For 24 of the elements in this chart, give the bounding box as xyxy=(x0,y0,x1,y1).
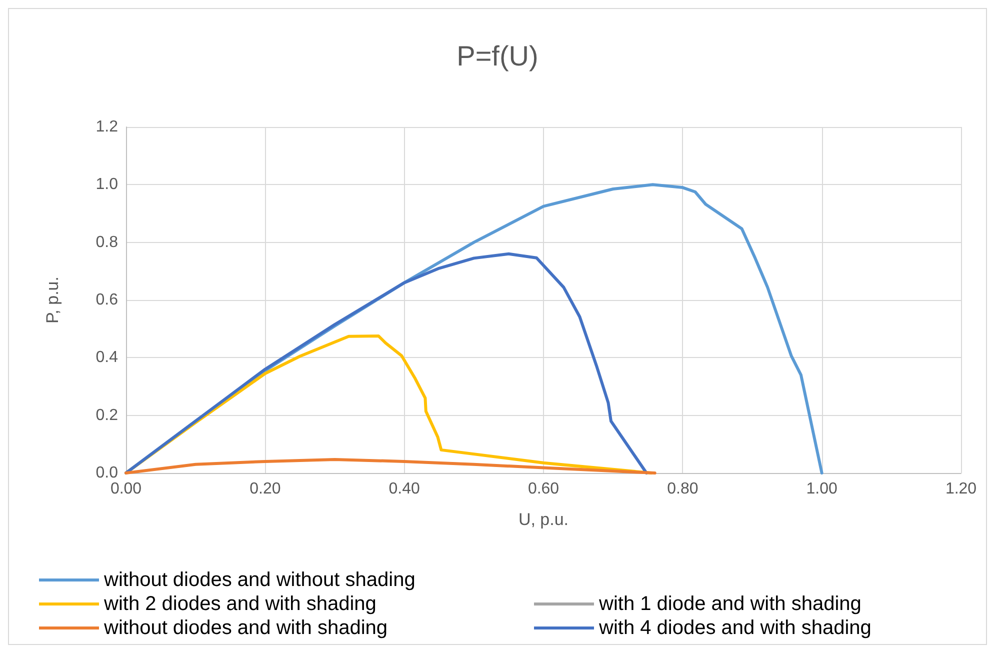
legend-label: without diodes and with shading xyxy=(103,617,388,639)
y-tick-label: 1.0 xyxy=(96,176,118,194)
y-axis-title: P, p.u. xyxy=(43,276,62,324)
x-tick-label: 0.40 xyxy=(388,480,420,498)
legend-label: with 1 diode and with shading xyxy=(598,593,862,615)
line-series xyxy=(124,458,656,474)
line-series xyxy=(124,252,648,474)
y-tick-label: 0.4 xyxy=(96,349,118,366)
y-tick-label: 0.0 xyxy=(96,464,118,482)
y-tick-label: 0.8 xyxy=(96,234,118,251)
y-tick-label: 0.2 xyxy=(96,406,118,424)
y-tick-label: 1.2 xyxy=(96,118,118,136)
chart-title: P=f(U) xyxy=(456,40,538,72)
x-tick-label: 0.80 xyxy=(667,480,698,498)
x-tick-label: 0.60 xyxy=(528,480,560,498)
x-tick-label: 1.20 xyxy=(945,480,977,498)
legend-label: with 2 diodes and with shading xyxy=(103,593,376,615)
x-axis-title: U, p.u. xyxy=(518,510,569,529)
legend-label: with 4 diodes and with shading xyxy=(598,617,872,639)
x-tick-label: 0.00 xyxy=(110,480,142,498)
y-tick-label: 0.6 xyxy=(96,292,118,308)
legend-label: without diodes and without shading xyxy=(103,569,416,591)
x-tick-label: 1.00 xyxy=(806,480,838,498)
x-tick-label: 0.20 xyxy=(250,480,281,498)
